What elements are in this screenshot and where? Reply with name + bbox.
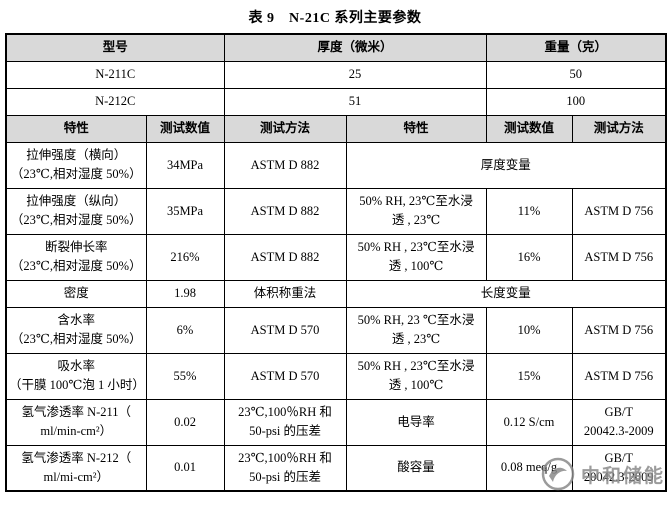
table-row: 密度 1.98 体积称重法 长度变量 xyxy=(5,279,667,308)
cell-property: 50% RH, 23℃至水浸 透 , 23℃ xyxy=(345,187,487,235)
table-row: 断裂伸长率 （23℃,相对湿度 50%） 216% ASTM D 882 50%… xyxy=(5,233,667,281)
cell-property: 氢气渗透率 N-212（ ml/mi-cm²） xyxy=(5,444,147,492)
table-row: 含水率 （23℃,相对湿度 50%） 6% ASTM D 570 50% RH,… xyxy=(5,306,667,354)
cell-value: 0.12 S/cm xyxy=(485,398,573,446)
header-thickness: 厚度（微米） xyxy=(223,33,487,62)
header-property-left: 特性 xyxy=(5,114,147,143)
cell-value: 0.08 meq/g xyxy=(485,444,573,492)
header-value-left: 测试数值 xyxy=(145,114,225,143)
cell-method: ASTM D 882 xyxy=(223,187,347,235)
cell-weight: 50 xyxy=(485,60,667,89)
cell-method: ASTM D 570 xyxy=(223,306,347,354)
cell-value: 6% xyxy=(145,306,225,354)
cell-property: 密度 xyxy=(5,279,147,308)
header-model: 型号 xyxy=(5,33,225,62)
cell-thickness: 25 xyxy=(223,60,487,89)
cell-method: ASTM D 882 xyxy=(223,233,347,281)
cell-value: 55% xyxy=(145,352,225,400)
header-weight: 重量（克） xyxy=(485,33,667,62)
header-method-left: 测试方法 xyxy=(223,114,347,143)
table-row: 拉伸强度（横向） （23℃,相对湿度 50%） 34MPa ASTM D 882… xyxy=(5,141,667,189)
cell-merged-thickness-variable: 厚度变量 xyxy=(345,141,667,189)
cell-value: 34MPa xyxy=(145,141,225,189)
cell-property: 氢气渗透率 N-211（ ml/min-cm²） xyxy=(5,398,147,446)
header-method-right: 测试方法 xyxy=(571,114,667,143)
cell-property: 拉伸强度（纵向） （23℃,相对湿度 50%） xyxy=(5,187,147,235)
spec-header-row: 型号 厚度（微米） 重量（克） xyxy=(5,33,667,62)
cell-property: 50% RH , 23℃至水浸 透 , 100℃ xyxy=(345,352,487,400)
cell-property: 吸水率 （干膜 100℃泡 1 小时） xyxy=(5,352,147,400)
cell-method: ASTM D 570 xyxy=(223,352,347,400)
cell-value: 216% xyxy=(145,233,225,281)
cell-property: 含水率 （23℃,相对湿度 50%） xyxy=(5,306,147,354)
cell-property: 50% RH , 23℃至水浸 透 , 100℃ xyxy=(345,233,487,281)
table-row: 氢气渗透率 N-211（ ml/min-cm²） 0.02 23℃,100％RH… xyxy=(5,398,667,446)
cell-model: N-212C xyxy=(5,87,225,116)
header-property-right: 特性 xyxy=(345,114,487,143)
cell-method: 23℃,100％RH 和 50-psi 的压差 xyxy=(223,398,347,446)
table-caption: 表 9 N-21C 系列主要参数 xyxy=(248,11,422,26)
header-value-right: 测试数值 xyxy=(485,114,573,143)
table-row: 拉伸强度（纵向） （23℃,相对湿度 50%） 35MPa ASTM D 882… xyxy=(5,187,667,235)
cell-value: 1.98 xyxy=(145,279,225,308)
cell-method: ASTM D 756 xyxy=(571,233,667,281)
cell-value: 0.02 xyxy=(145,398,225,446)
cell-value: 10% xyxy=(485,306,573,354)
cell-model: N-211C xyxy=(5,60,225,89)
table-row: 氢气渗透率 N-212（ ml/mi-cm²） 0.01 23℃,100％RH … xyxy=(5,444,667,492)
cell-property: 50% RH, 23 ℃至水浸 透 , 23℃ xyxy=(345,306,487,354)
cell-weight: 100 xyxy=(485,87,667,116)
cell-method: GB/T 20042.3-2009 xyxy=(571,444,667,492)
cell-method: ASTM D 756 xyxy=(571,187,667,235)
cell-method: 体积称重法 xyxy=(223,279,347,308)
cell-property: 断裂伸长率 （23℃,相对湿度 50%） xyxy=(5,233,147,281)
cell-value: 16% xyxy=(485,233,573,281)
cell-value: 15% xyxy=(485,352,573,400)
cell-method: 23℃,100％RH 和 50-psi 的压差 xyxy=(223,444,347,492)
cell-property: 酸容量 xyxy=(345,444,487,492)
table-row: 吸水率 （干膜 100℃泡 1 小时） 55% ASTM D 570 50% R… xyxy=(5,352,667,400)
cell-value: 11% xyxy=(485,187,573,235)
cell-thickness: 51 xyxy=(223,87,487,116)
cell-value: 0.01 xyxy=(145,444,225,492)
cell-merged-length-variable: 长度变量 xyxy=(345,279,667,308)
parameters-table: 型号 厚度（微米） 重量（克） N-211C 25 50 N-212C 51 1… xyxy=(5,33,668,492)
document-page: 表 9 N-21C 系列主要参数 型号 厚度（微米） 重量（克） N-211C … xyxy=(5,11,668,492)
cell-property: 拉伸强度（横向） （23℃,相对湿度 50%） xyxy=(5,141,147,189)
props-header-row: 特性 测试数值 测试方法 特性 测试数值 测试方法 xyxy=(5,114,667,143)
cell-method: ASTM D 756 xyxy=(571,352,667,400)
cell-method: GB/T 20042.3-2009 xyxy=(571,398,667,446)
spec-row-n211c: N-211C 25 50 xyxy=(5,60,667,89)
cell-value: 35MPa xyxy=(145,187,225,235)
cell-property: 电导率 xyxy=(345,398,487,446)
cell-method: ASTM D 882 xyxy=(223,141,347,189)
cell-method: ASTM D 756 xyxy=(571,306,667,354)
spec-row-n212c: N-212C 51 100 xyxy=(5,87,667,116)
